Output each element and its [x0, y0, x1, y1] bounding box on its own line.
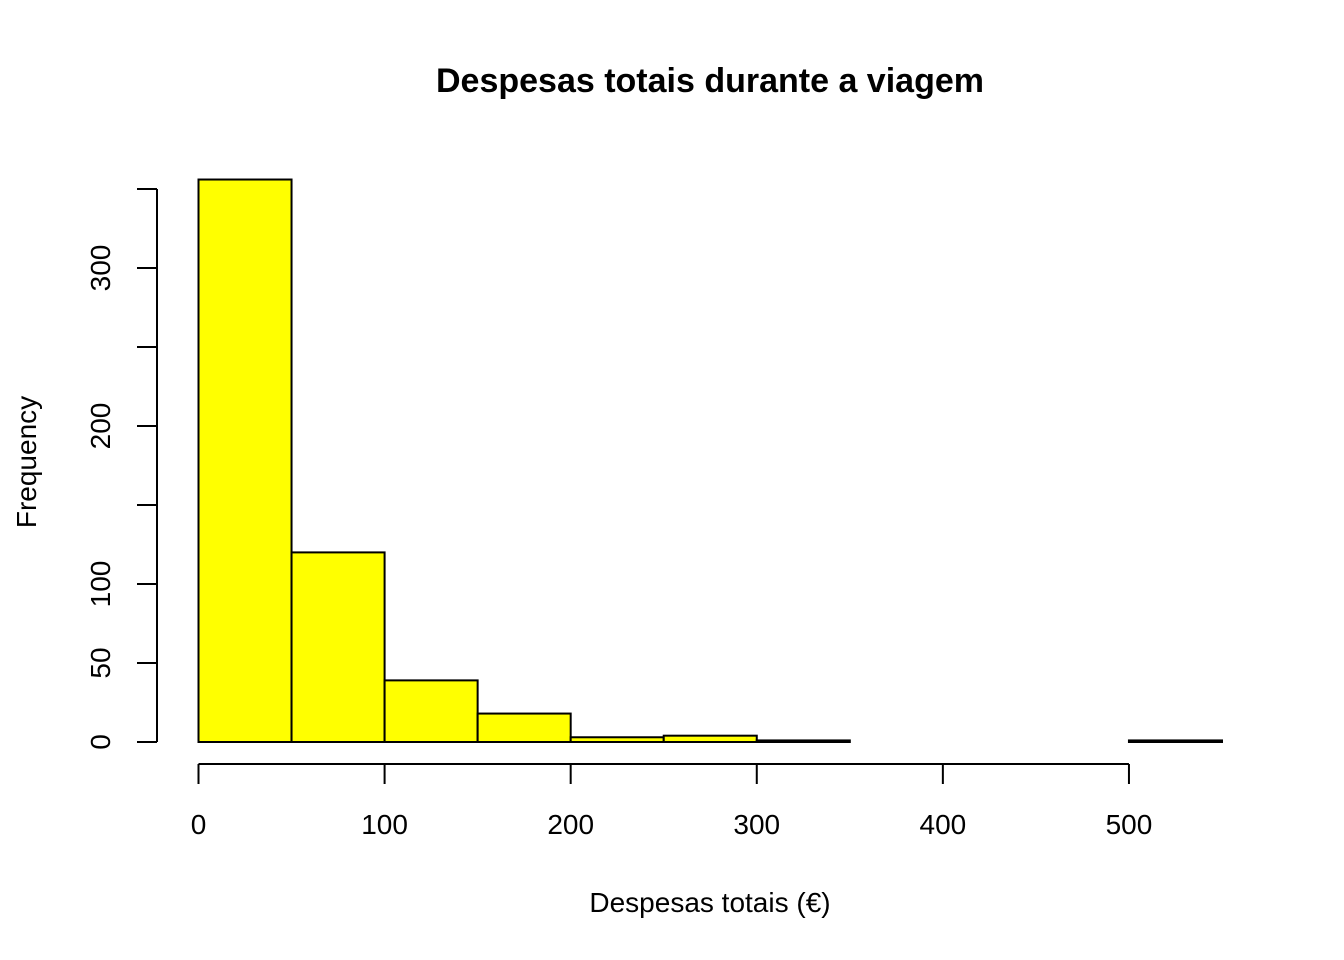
histogram-bar [1127, 739, 1224, 743]
x-tick-label: 200 [547, 809, 594, 840]
y-tick-label: 100 [85, 561, 116, 608]
x-tick-label: 400 [920, 809, 967, 840]
y-tick-label: 50 [85, 647, 116, 678]
histogram-bar [662, 734, 758, 743]
y-tick-label: 300 [85, 245, 116, 292]
histogram-bar [476, 712, 572, 743]
x-axis-label: Despesas totais (€) [589, 887, 830, 918]
chart-title: Despesas totais durante a viagem [436, 62, 984, 100]
y-axis-label: Frequency [11, 396, 42, 528]
histogram-bar [197, 178, 293, 743]
histogram-bar [383, 679, 479, 744]
y-tick-label: 200 [85, 403, 116, 450]
histogram-bar [569, 736, 665, 744]
x-tick-label: 0 [191, 809, 207, 840]
x-tick-label: 100 [361, 809, 408, 840]
histogram-bar [290, 551, 386, 744]
bars-group [197, 178, 1224, 744]
histogram-bar [755, 739, 851, 743]
y-axis: 0 50 100 200 300 [85, 188, 158, 750]
y-tick-label: 0 [85, 734, 116, 750]
x-axis: 0 100 200 300 400 500 [191, 763, 1153, 840]
x-tick-label: 500 [1106, 809, 1153, 840]
x-tick-label: 300 [733, 809, 780, 840]
